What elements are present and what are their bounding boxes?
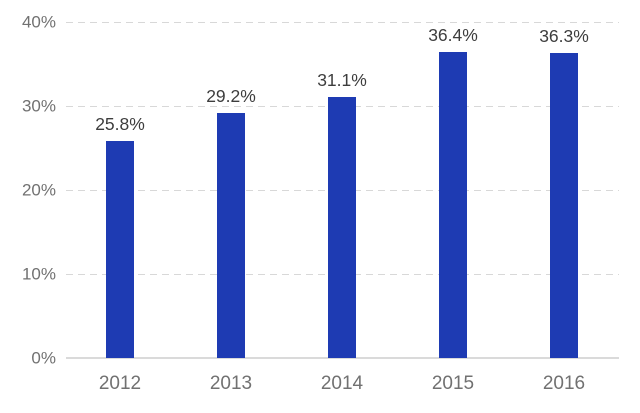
bar-2013 bbox=[217, 113, 245, 358]
y-tick-label: 40% bbox=[21, 12, 56, 32]
bar-2015 bbox=[439, 52, 467, 358]
x-tick-label: 2013 bbox=[209, 373, 253, 394]
y-tick-label: 20% bbox=[21, 180, 56, 200]
y-tick-label: 0% bbox=[31, 348, 56, 368]
y-tick-label: 10% bbox=[21, 264, 56, 284]
x-tick-label: 2016 bbox=[542, 373, 586, 394]
x-tick-label: 2015 bbox=[431, 373, 475, 394]
bar-value-label: 25.8% bbox=[95, 114, 145, 134]
x-axis-baseline bbox=[66, 357, 619, 359]
x-tick-label: 2014 bbox=[320, 373, 364, 394]
bar-value-label: 36.4% bbox=[428, 25, 478, 45]
bar-value-label: 29.2% bbox=[206, 86, 256, 106]
bar-2014 bbox=[328, 97, 356, 358]
bar-value-label: 31.1% bbox=[317, 70, 367, 90]
x-tick-label: 2012 bbox=[98, 373, 142, 394]
gridline-40pct bbox=[66, 22, 619, 23]
y-tick-label: 30% bbox=[21, 96, 56, 116]
bar-2016 bbox=[550, 53, 578, 358]
bar-value-label: 36.3% bbox=[539, 26, 589, 46]
bar-2012 bbox=[106, 141, 134, 358]
